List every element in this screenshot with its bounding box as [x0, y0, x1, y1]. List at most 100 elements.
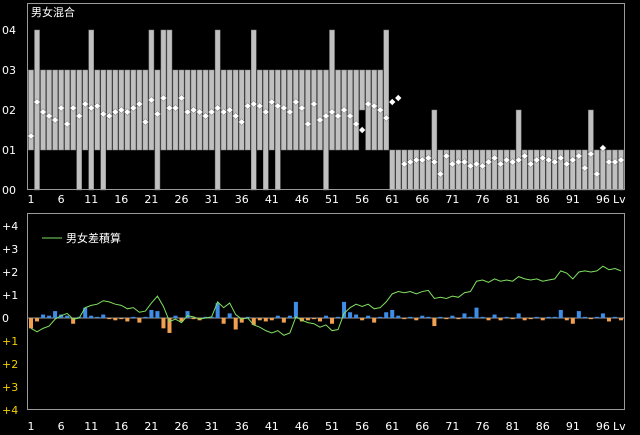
- range-bar: [34, 29, 40, 191]
- mean-point: [207, 108, 216, 116]
- mean-point: [153, 110, 162, 118]
- range-bar: [588, 109, 594, 191]
- mean-point: [376, 106, 384, 114]
- mean-point: [442, 152, 451, 160]
- x-tick-label: 91: [566, 193, 580, 205]
- mean-point: [502, 156, 511, 164]
- negative-diff-bar: [522, 318, 527, 321]
- mean-point: [111, 108, 119, 116]
- positive-diff-bar: [366, 315, 371, 318]
- mean-point: [51, 116, 59, 124]
- positive-diff-bar: [612, 316, 617, 318]
- mean-point: [244, 102, 252, 110]
- mean-point: [358, 126, 366, 134]
- range-bar: [317, 69, 323, 151]
- positive-diff-bar: [83, 307, 88, 318]
- negative-diff-bar: [29, 318, 34, 329]
- x-tick-label-lower: 6: [58, 420, 65, 433]
- mean-point: [406, 158, 414, 166]
- negative-diff-bar: [372, 318, 377, 323]
- range-bar: [52, 69, 58, 151]
- mean-point: [617, 156, 625, 164]
- positive-diff-bar: [143, 316, 148, 318]
- negative-diff-bar: [317, 318, 322, 322]
- x-tick-label-lower: 56: [355, 420, 369, 433]
- negative-diff-bar: [35, 318, 40, 322]
- mean-point: [135, 100, 144, 108]
- mean-point: [436, 170, 445, 178]
- range-bar: [166, 29, 173, 151]
- range-bar: [353, 69, 359, 151]
- mean-point: [454, 158, 463, 166]
- positive-diff-bar: [462, 313, 467, 318]
- range-bar: [232, 69, 239, 151]
- range-bar: [479, 149, 486, 191]
- mean-point: [551, 158, 559, 166]
- mean-point: [292, 98, 300, 106]
- x-tick-label: 51: [325, 193, 339, 205]
- mean-point: [57, 104, 65, 112]
- range-bar: [250, 29, 257, 191]
- mean-point: [117, 106, 125, 114]
- negative-diff-bar: [269, 318, 274, 321]
- mean-point: [545, 156, 553, 164]
- mean-point: [587, 150, 595, 158]
- x-tick-label: 6: [58, 193, 65, 205]
- range-bar: [612, 149, 618, 191]
- range-bar: [533, 149, 540, 191]
- negative-diff-bar: [570, 318, 575, 324]
- positive-diff-bar: [59, 314, 64, 318]
- positive-diff-bar: [275, 315, 280, 318]
- mean-point: [599, 144, 607, 152]
- range-bar: [389, 149, 395, 191]
- range-bar: [142, 69, 149, 151]
- range-bar: [257, 69, 263, 151]
- positive-diff-bar: [131, 316, 136, 318]
- positive-diff-bar: [600, 313, 605, 318]
- mean-point: [69, 104, 77, 112]
- positive-diff-bar: [287, 315, 292, 318]
- positive-diff-bar: [336, 316, 341, 318]
- positive-diff-bar: [89, 315, 94, 318]
- mean-point: [430, 158, 439, 166]
- positive-diff-bar: [203, 316, 208, 318]
- positive-diff-bar: [576, 311, 581, 318]
- positive-diff-bar: [77, 316, 82, 318]
- x-tick-label-lower: 26: [175, 420, 189, 433]
- range-bar: [293, 69, 299, 151]
- positive-diff-bar: [546, 316, 551, 318]
- mean-point: [93, 102, 101, 110]
- x-axis-label-lower: Lv: [613, 420, 626, 433]
- range-bar: [473, 149, 480, 191]
- mean-point: [322, 112, 330, 120]
- positive-diff-bar: [438, 316, 443, 318]
- positive-diff-bar: [552, 316, 557, 318]
- range-bar: [564, 149, 570, 191]
- x-tick-label: 21: [144, 193, 158, 205]
- x-tick-label: 71: [445, 193, 459, 205]
- positive-diff-bar: [41, 314, 46, 318]
- mean-point: [466, 162, 475, 170]
- range-bar: [305, 69, 311, 151]
- range-bar: [618, 149, 624, 191]
- mean-point: [575, 152, 583, 160]
- y-tick-label: 00: [2, 184, 16, 197]
- mean-point: [147, 96, 156, 104]
- negative-diff-bar: [330, 318, 335, 324]
- range-bar: [238, 69, 245, 151]
- negative-diff-bar: [414, 318, 419, 321]
- x-tick-label-lower: 71: [445, 420, 459, 433]
- negative-diff-bar: [402, 318, 407, 320]
- positive-diff-bar: [516, 313, 521, 318]
- x-axis-ticks: 1 6 11 16 21 26 31 36 41 46 51 56 61 66 71 76 81 86 91 96: [28, 193, 610, 205]
- plot-frame-lower: [27, 213, 625, 410]
- mean-point: [328, 108, 336, 116]
- negative-diff-bar: [432, 318, 437, 327]
- range-bar: [503, 149, 510, 191]
- negative-diff-bar: [305, 318, 310, 321]
- range-bar: [449, 149, 456, 191]
- mean-point: [280, 104, 288, 112]
- negative-diff-bar: [606, 318, 611, 322]
